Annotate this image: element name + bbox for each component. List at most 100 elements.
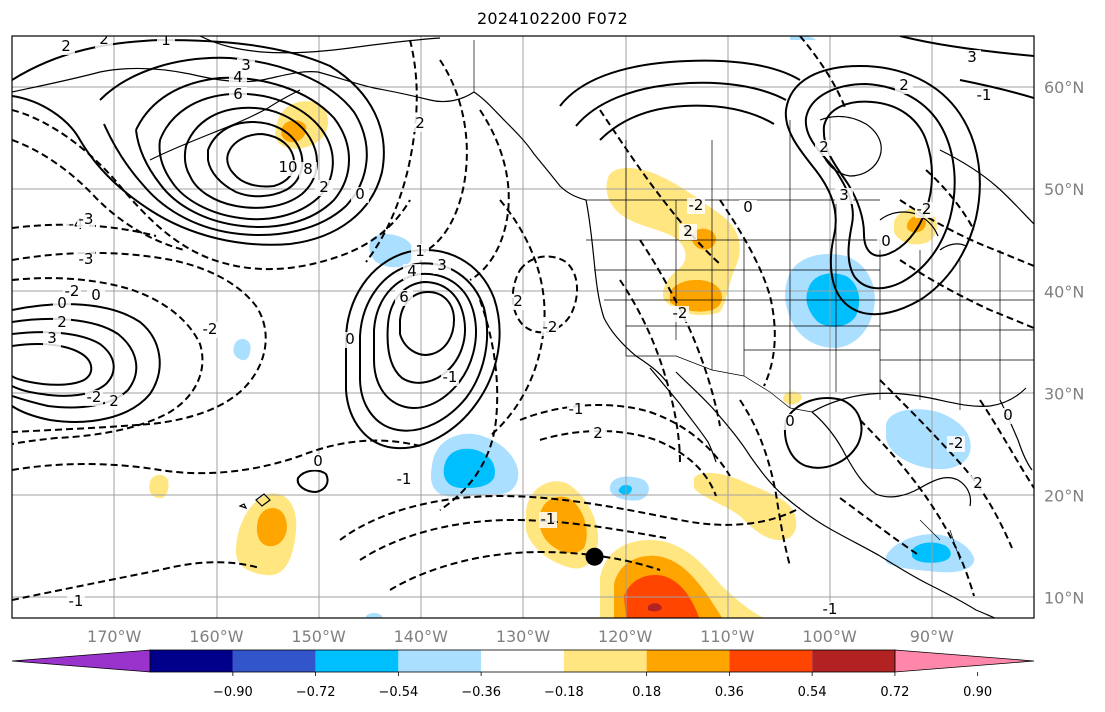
contour-label-background: [433, 258, 451, 274]
contour-east-high-2: [959, 79, 1034, 99]
contour-neg-mexico-2: [619, 279, 681, 465]
contour-alaska-low-5: [183, 106, 318, 209]
contour-label-background: [53, 315, 71, 331]
latitude-tick-label: 20°N: [1044, 486, 1084, 505]
contour-neg-southwest-2: [12, 561, 261, 601]
contour-west-high-3: [12, 331, 115, 397]
contour-neg-tropics-4: [519, 404, 731, 477]
coastline-east-canada: [939, 149, 1034, 225]
contour-label-background: [77, 252, 95, 268]
shaded-positive-anomalies: [149, 101, 937, 618]
colorbar-extend-high: [894, 649, 1035, 673]
coastline-gulf-of-mexico: [811, 411, 972, 507]
map-title: 2024102200 F072: [476, 9, 629, 28]
contour-label: 6: [399, 288, 409, 306]
contour-label: 3: [839, 186, 849, 204]
contour-hudson-low-3: [822, 100, 933, 257]
contour-label: 4: [407, 262, 417, 280]
shaded-negative-anomalies: [233, 36, 975, 618]
contour-hudson-low-1: [784, 64, 981, 316]
contour-neg-east-2: [899, 259, 1034, 329]
contour-label: 1: [415, 242, 425, 260]
contour-neg-southwest-1: [12, 439, 421, 475]
contour-neg-mexico-1: [639, 239, 721, 427]
contour-neg-west-2: [12, 139, 185, 251]
anomaly-patch-rockies-orange-south: [670, 279, 723, 312]
contour-label-background: [671, 306, 689, 322]
longitude-tick-label: 150°W: [291, 627, 346, 646]
contour-label-background: [411, 244, 429, 260]
contour-label: 6: [233, 85, 243, 103]
colorbar-tick-label: −0.18: [544, 685, 584, 700]
coastline-alaska-north: [199, 36, 441, 54]
coastline-central-america: [879, 555, 997, 618]
anomaly-patch-mid-pacific-cool: [233, 338, 251, 361]
longitude-tick-label: 130°W: [496, 627, 551, 646]
contour-label-background: [395, 472, 413, 488]
colorbar-segment: [232, 650, 316, 672]
contour-alaska-low-3: [135, 76, 350, 228]
colorbar-segment: [150, 650, 233, 672]
colorbar-tick-label: −0.54: [378, 685, 418, 700]
contour-label-background: [351, 187, 369, 203]
coastline-alaska: [12, 67, 475, 103]
contour-neg-west-4: [12, 277, 204, 445]
map-frame: [11, 35, 1035, 619]
anomaly-patch-east-pacific-orange: [539, 496, 587, 554]
border-states-east: [879, 240, 1034, 410]
contour-west-high-4: [12, 343, 93, 386]
coastline-baja: [649, 367, 717, 463]
contour-label: -2: [203, 320, 218, 338]
contour-label: 2: [319, 178, 329, 196]
longitude-labels: 170°W 160°W 150°W 140°W 130°W 120°W 110°W 100°W…: [87, 627, 954, 646]
contour-label: 3: [47, 329, 57, 347]
anomaly-patch-gulf-warm: [783, 391, 802, 405]
colorbar-extend-low: [11, 649, 151, 673]
contour-label-background: [441, 370, 459, 386]
contour-label-background: [539, 512, 557, 528]
contour-label-background: [815, 140, 833, 156]
political-borders: [473, 40, 1034, 561]
contour-label: 2: [819, 138, 829, 156]
contour-neg-east-5: [979, 399, 1034, 489]
contour-label-background: [999, 408, 1017, 424]
longitude-tick-label: 140°W: [394, 627, 449, 646]
contour-label-background: [895, 78, 913, 94]
colorbar-segment: [563, 650, 647, 672]
contour-neg-central-1: [365, 39, 418, 263]
contour-label-background: [509, 294, 527, 310]
anomaly-patch-central-america-blue: [912, 542, 951, 563]
contour-canada-high-1: [559, 59, 801, 107]
contour-label-background: [229, 70, 247, 86]
colorbar-segment: [646, 650, 730, 672]
anomaly-patch-rockies-warm: [606, 168, 740, 316]
contour-neg-north-east: [799, 36, 847, 111]
colorbar-segment: [315, 650, 399, 672]
longitude-tick-label: 170°W: [87, 627, 142, 646]
coastline-hawaii-1: [255, 493, 271, 507]
contour-label: -1: [443, 368, 458, 386]
colorbar-tick-label: 0.36: [715, 685, 744, 700]
contour-neg-east-6: [839, 497, 921, 557]
contour-label: -1: [541, 510, 556, 528]
contour-west-high-1: [12, 303, 161, 423]
anomaly-patch-south-darkred: [648, 603, 662, 612]
contour-label: -3: [79, 250, 94, 268]
contour-label: -2: [949, 434, 964, 452]
contour-label: 4: [233, 68, 243, 86]
contour-neg-tropics-2: [359, 518, 667, 561]
contour-label: -2: [87, 388, 102, 406]
contour-label-background: [85, 390, 103, 406]
contour-label-background: [77, 212, 95, 228]
map-marker: [585, 547, 604, 566]
contour-label: 0: [785, 412, 795, 430]
contour-label-background: [229, 87, 247, 103]
contour-neg-west-us: [599, 109, 721, 265]
contour-west-high-2: [12, 317, 138, 409]
contour-label: -3: [79, 210, 94, 228]
contour-label-background: [915, 202, 933, 218]
longitude-tick-label: 90°W: [910, 627, 954, 646]
contour-neg-east-4: [859, 419, 975, 597]
anomaly-patch-west-pacific-orange: [256, 507, 287, 547]
